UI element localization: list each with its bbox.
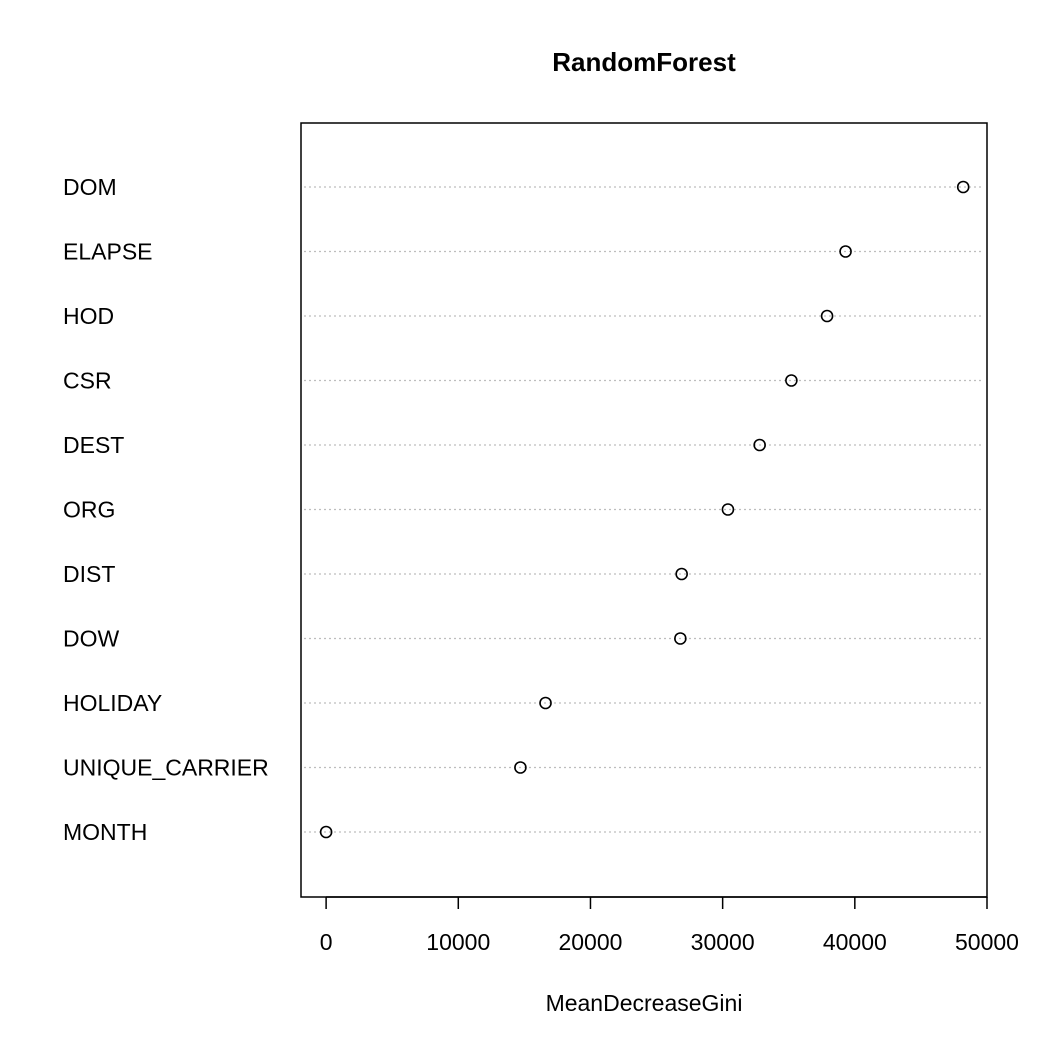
data-point [674,632,687,645]
x-tick-label: 10000 [426,929,490,955]
x-tick-label: 0 [320,929,333,955]
data-point [539,696,552,710]
category-label: DEST [63,432,124,458]
data-point [675,567,688,581]
x-tick-label: 50000 [955,929,1019,955]
category-label: UNIQUE_CARRIER [63,755,269,781]
data-point [820,309,834,323]
x-axis-label: MeanDecreaseGini [546,990,743,1016]
category-label: HOLIDAY [63,690,162,716]
category-label: MONTH [63,819,147,845]
data-point [721,503,735,516]
category-label: ORG [63,497,115,523]
category-label: DIST [63,561,115,587]
x-axis-ticks: 0 10000 20000 30000 40000 50000 [320,897,1019,955]
data-point [514,761,527,774]
category-label: ELAPSE [63,239,153,265]
data-point [956,180,970,194]
category-label: CSR [63,368,112,394]
category-label: DOW [63,626,120,652]
x-tick-label: 40000 [823,929,887,955]
data-point [753,438,766,452]
grid-lines [304,186,984,833]
data-point [319,825,333,839]
x-tick-label: 30000 [691,929,755,955]
chart-title: RandomForest [552,47,736,77]
category-label: HOD [63,303,114,329]
x-tick-label: 20000 [558,929,622,955]
category-labels: DOM ELAPSE HOD CSR DEST ORG DIST DOW HOLIDAY UNIQ… [63,174,269,845]
data-point [785,374,798,387]
data-point [839,245,852,258]
category-label: DOM [63,174,117,200]
data-points [319,180,970,839]
